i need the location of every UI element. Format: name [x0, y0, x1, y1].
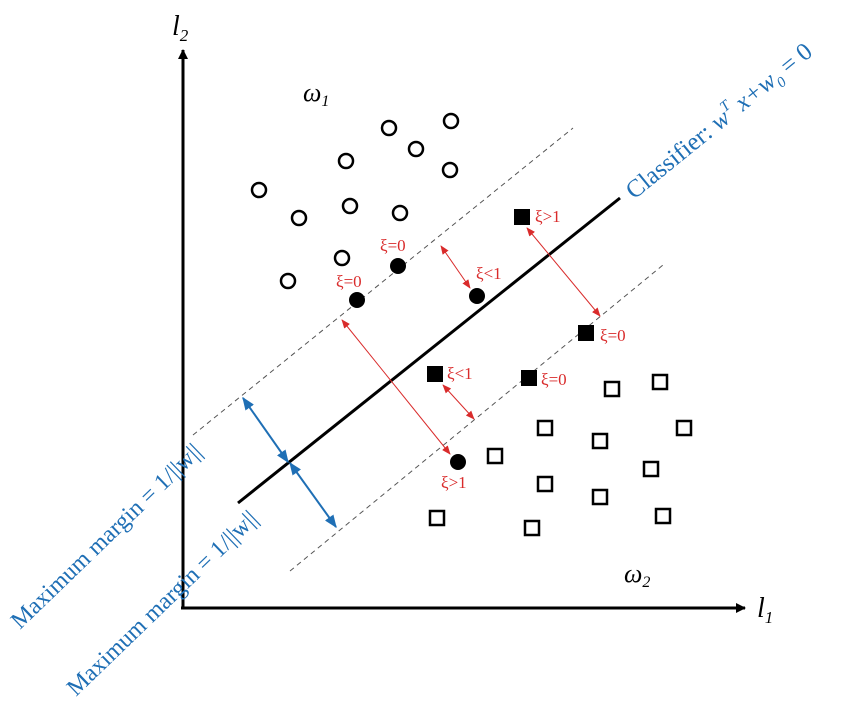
class2-point	[536, 419, 554, 437]
class1-points	[250, 112, 460, 290]
class1-point	[341, 197, 359, 215]
class2-point	[651, 373, 669, 391]
xi-label: ξ=0	[380, 236, 406, 255]
xi-label: ξ=0	[600, 326, 626, 345]
class1-point	[337, 152, 355, 170]
upper-margin-line	[192, 127, 574, 436]
class1-point	[441, 161, 459, 179]
xi-label: ξ=0	[336, 272, 362, 291]
class2-point	[486, 447, 504, 465]
xi-label: ξ=0	[541, 370, 567, 389]
class2-point	[523, 519, 541, 537]
classifier-line	[237, 196, 621, 505]
support-point	[514, 209, 530, 225]
class1-support-points	[349, 258, 485, 470]
class1-point	[250, 181, 268, 199]
slack-arrow	[442, 384, 475, 420]
support-point	[578, 325, 594, 341]
slack-arrow	[440, 245, 471, 289]
class1-point	[407, 140, 425, 158]
class1-point	[290, 209, 308, 227]
y-axis-label: l2	[172, 11, 189, 45]
slack-arrow	[526, 227, 601, 317]
class2-point	[675, 419, 693, 437]
support-point	[349, 292, 365, 308]
support-point	[521, 370, 537, 386]
class1-point	[279, 272, 297, 290]
classifier-equation: Classifier: wT x+w0 = 0	[620, 36, 821, 207]
class2-point	[654, 507, 672, 525]
class2-point	[591, 432, 609, 450]
class1-point	[380, 119, 398, 137]
class2-point	[642, 460, 660, 478]
support-point	[469, 288, 485, 304]
class2-points	[428, 373, 693, 537]
class-omega2-label: ω2	[624, 559, 650, 591]
support-point	[390, 258, 406, 274]
class1-point	[333, 249, 351, 267]
support-point	[450, 454, 466, 470]
class1-point	[391, 204, 409, 222]
class2-support-points	[427, 209, 594, 386]
class2-point	[603, 380, 621, 398]
class2-point	[591, 488, 609, 506]
upper-margin-arrow	[242, 396, 289, 464]
xi-label: ξ>1	[535, 207, 561, 226]
x-axis-label: l1	[757, 593, 773, 627]
support-point	[427, 366, 443, 382]
xi-label: ξ<1	[476, 264, 502, 283]
xi-label: ξ<1	[447, 364, 473, 383]
lower-margin-arrow	[289, 461, 337, 529]
class1-point	[442, 112, 460, 130]
slack-arrow	[341, 319, 451, 455]
class2-point	[428, 509, 446, 527]
class-omega1-label: ω1	[303, 78, 329, 110]
class2-point	[536, 475, 554, 493]
xi-label: ξ>1	[441, 473, 467, 492]
